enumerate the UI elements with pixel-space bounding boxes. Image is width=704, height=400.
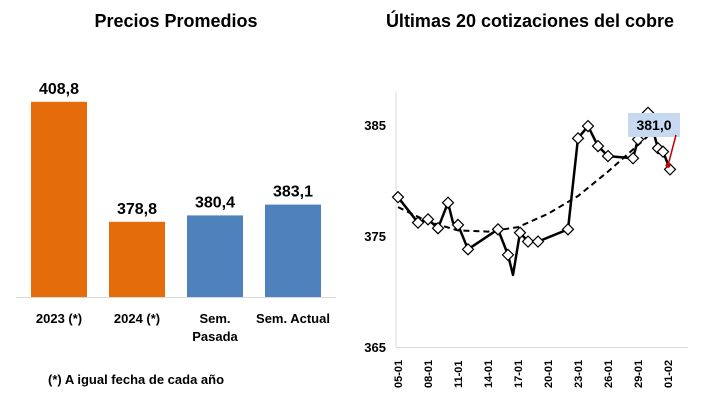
line-chart-svg: 365 375 385 05-01 08-01 11-01 14-01 17-01 20-01 2… xyxy=(364,91,688,388)
data-point xyxy=(656,145,670,158)
last-value-label: 381,0 xyxy=(636,117,671,133)
bar-chart-title: Precios Promedios xyxy=(94,11,258,31)
last-value-box xyxy=(628,113,680,137)
x-tick-label: 23-01 xyxy=(573,360,585,388)
x-tick-label: 26-01 xyxy=(603,360,615,388)
bar xyxy=(265,204,321,297)
bar xyxy=(109,221,165,297)
bar-chart-svg: 408,8 2023 (*) 378,8 2024 (*) 380,4 Sem. Pasad… xyxy=(16,81,336,344)
x-tick-label: 05-01 xyxy=(393,360,405,388)
data-point xyxy=(431,221,445,235)
data-point xyxy=(601,149,615,163)
footnote: (*) A igual fecha de cada año xyxy=(48,372,225,387)
data-point xyxy=(391,190,405,204)
y-tick-label: 365 xyxy=(364,340,386,355)
x-tick-label: 14-01 xyxy=(483,360,495,388)
data-point xyxy=(581,119,595,133)
x-tick-label: 20-01 xyxy=(543,360,555,388)
bar-category-label: 2023 (*) xyxy=(36,311,82,326)
x-tick-label: 29-01 xyxy=(633,360,645,388)
callout-pointer-tip xyxy=(665,162,671,168)
data-point xyxy=(521,235,535,248)
y-tick-label: 385 xyxy=(364,118,386,133)
data-point xyxy=(411,216,425,230)
bar-value-label: 408,8 xyxy=(39,81,79,98)
data-point xyxy=(513,226,527,240)
x-tick-label: 17-01 xyxy=(513,360,525,388)
line-chart-panel: Últimas 20 cotizaciones del cobre 365 375… xyxy=(352,0,704,400)
bar-category-label: Sem. xyxy=(199,311,230,326)
x-tick-label: 01-02 xyxy=(663,360,675,388)
data-point xyxy=(571,131,585,145)
bar-value-label: 383,1 xyxy=(273,184,313,201)
data-point xyxy=(451,218,465,232)
data-point xyxy=(491,222,505,236)
bar-category-label: 2024 (*) xyxy=(114,311,160,326)
bar-chart-panel: Precios Promedios 408,8 2023 (*) 378,8 2024… xyxy=(16,11,336,387)
bar-category-label: Sem. Actual xyxy=(256,311,330,326)
bar-value-label: 380,4 xyxy=(195,194,235,211)
data-point xyxy=(531,235,545,248)
data-point xyxy=(561,222,575,236)
bar-category-label: Pasada xyxy=(192,329,238,344)
x-tick-label: 08-01 xyxy=(423,360,435,388)
data-point xyxy=(461,242,475,256)
data-point xyxy=(441,196,455,210)
bar xyxy=(187,215,243,297)
data-point xyxy=(591,139,605,153)
x-tick-label: 11-01 xyxy=(453,360,465,388)
data-point xyxy=(626,151,640,165)
series-line xyxy=(397,111,672,277)
data-point xyxy=(421,213,435,226)
bar-value-label: 378,8 xyxy=(117,201,157,218)
callout-pointer xyxy=(667,134,677,166)
line-chart-title: Últimas 20 cotizaciones del cobre xyxy=(385,11,675,31)
data-point xyxy=(501,248,515,262)
y-tick-label: 375 xyxy=(364,229,386,244)
bar xyxy=(31,101,87,297)
